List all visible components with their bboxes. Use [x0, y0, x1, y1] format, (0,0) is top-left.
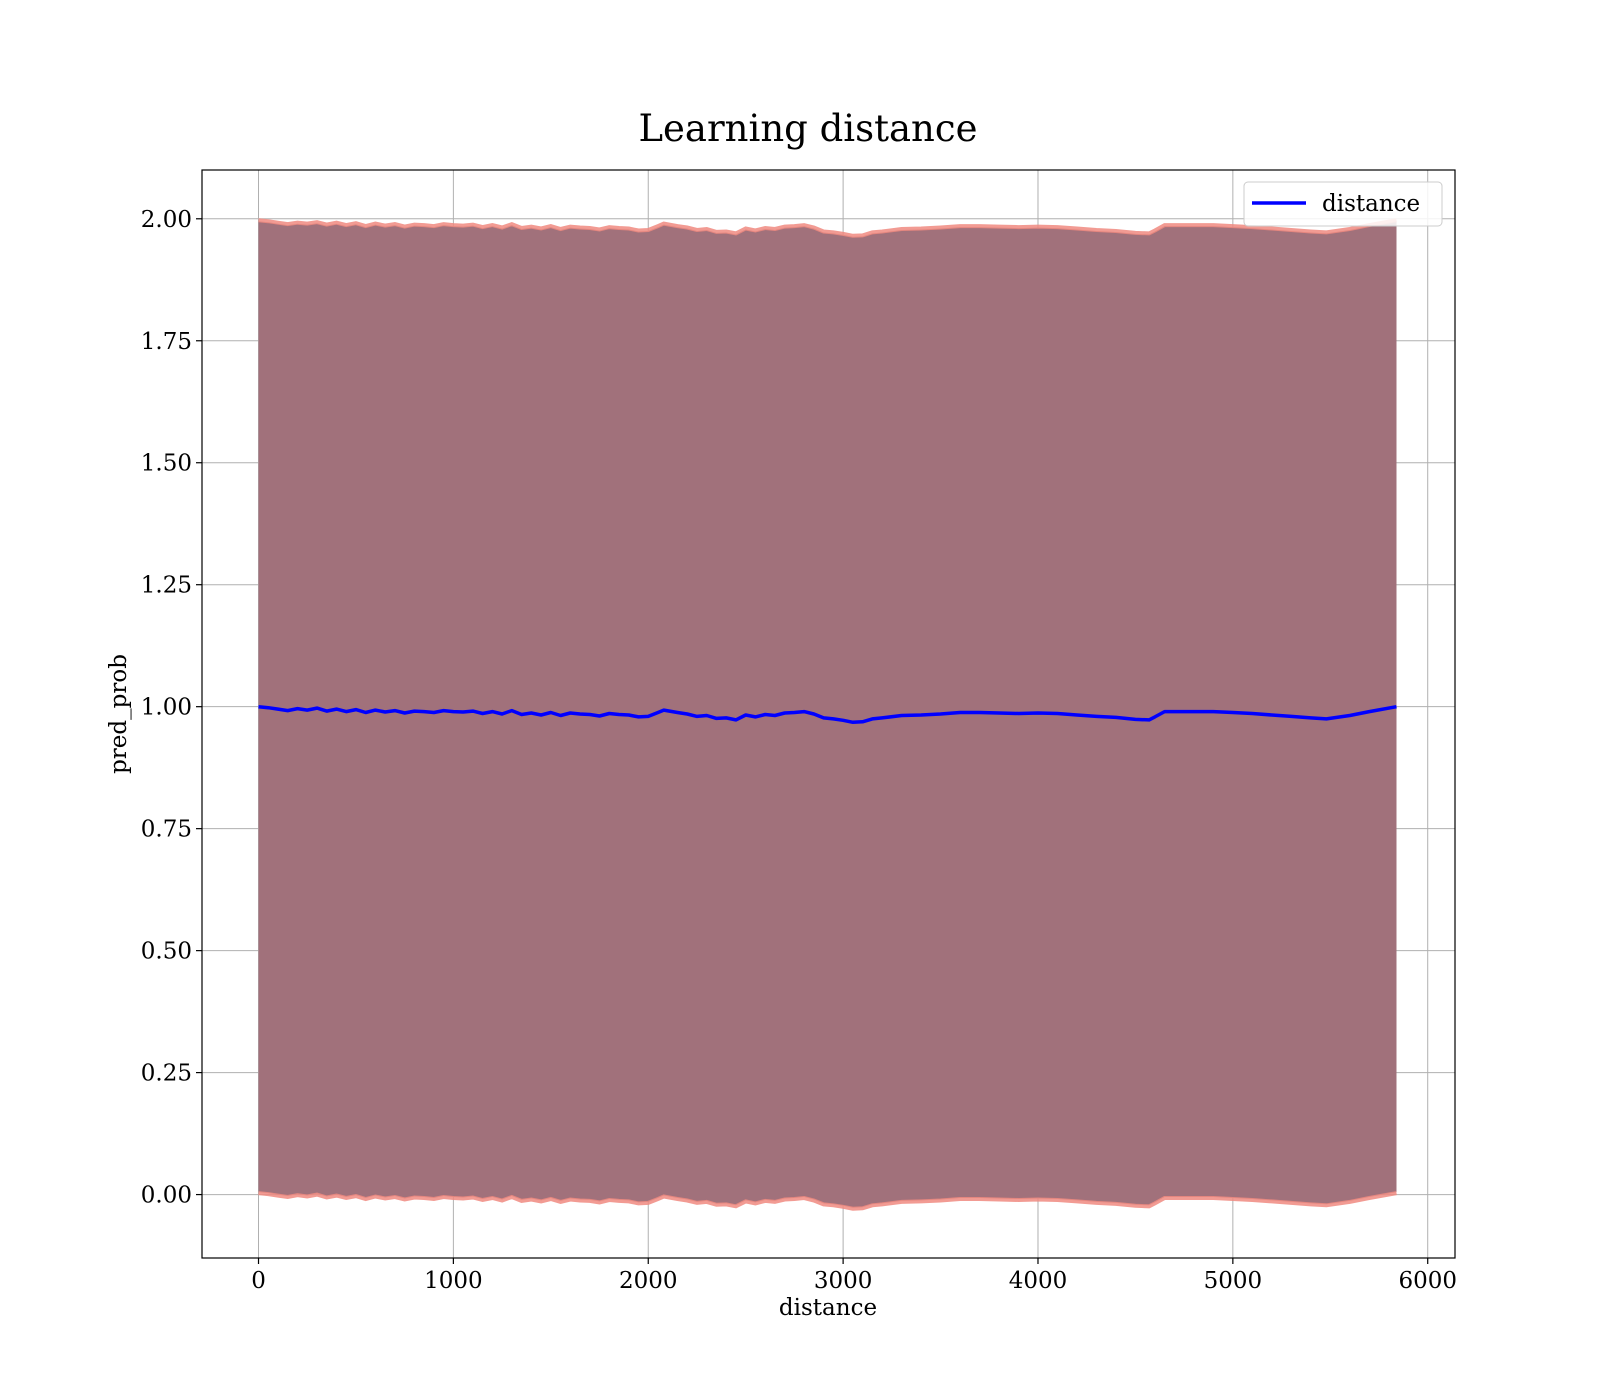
series-lines — [258, 704, 1397, 725]
y-tick-label: 1.75 — [141, 329, 192, 355]
y-axis-ticks: 0.00 0.25 0.50 0.75 1.00 1.25 1.50 1.75 2.00 — [141, 207, 202, 1209]
y-tick-label: 0.75 — [141, 817, 192, 843]
y-tick-label: 1.50 — [141, 451, 192, 477]
x-tick-label: 1000 — [424, 1268, 483, 1294]
x-tick-label: 6000 — [1398, 1268, 1457, 1294]
y-tick-label: 2.00 — [141, 207, 192, 233]
x-axis-label: distance — [779, 1295, 877, 1321]
x-tick-label: 0 — [251, 1268, 266, 1294]
confidence-band — [258, 218, 1397, 1211]
x-tick-label: 3000 — [814, 1268, 873, 1294]
chart-title: Learning distance — [638, 107, 977, 150]
band-lower-edge — [258, 1191, 1397, 1211]
x-tick-label: 5000 — [1204, 1268, 1263, 1294]
y-tick-label: 1.25 — [141, 573, 192, 599]
y-tick-label: 1.00 — [141, 695, 192, 721]
series-line-distance — [258, 704, 1397, 725]
x-tick-label: 4000 — [1009, 1268, 1068, 1294]
legend-label-distance: distance — [1322, 191, 1420, 217]
legend: distance — [1243, 181, 1443, 227]
plot-frame — [201, 169, 1456, 1259]
band-upper-edge — [258, 218, 1397, 238]
band-area — [258, 221, 1397, 1208]
y-tick-label: 0.25 — [141, 1061, 192, 1087]
x-tick-label: 2000 — [619, 1268, 678, 1294]
y-axis-label: pred_prob — [106, 654, 132, 774]
x-axis-ticks: 0 1000 2000 3000 4000 5000 6000 — [251, 1258, 1457, 1294]
y-tick-label: 0.50 — [141, 939, 192, 965]
y-tick-label: 0.00 — [141, 1183, 192, 1209]
legend-box — [1243, 181, 1443, 227]
